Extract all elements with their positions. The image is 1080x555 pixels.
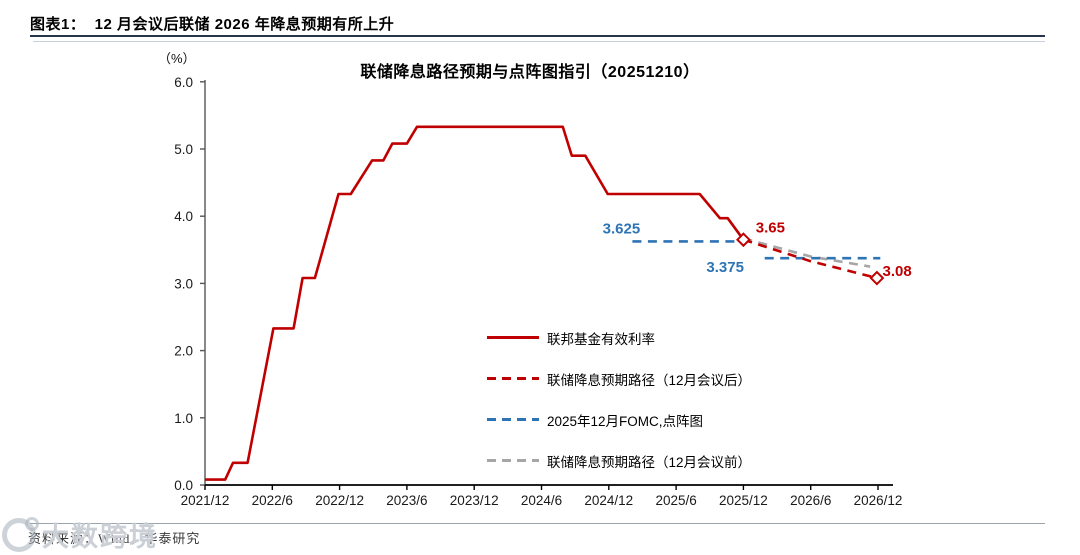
axes: 0.0 1.0 2.0 3.0 4.0 5.0 6.0 2021/12 2022/6 2022/1… [174, 75, 902, 508]
data-label-3.625: 3.625 [603, 220, 641, 237]
x-tick-label: 2022/6 [252, 493, 293, 508]
footer-divider [30, 523, 1045, 524]
legend-item-path-after-meeting: 联储降息预期路径（12月会议后） [487, 370, 752, 388]
header-divider-thick [30, 35, 1045, 37]
source-attribution: 资料来源：Wind，华泰研究 [28, 531, 201, 546]
y-axis-unit-label: （%） [158, 51, 196, 66]
y-tick-label: 5.0 [174, 142, 193, 157]
chart-legend: 联邦基金有效利率 联储降息预期路径（12月会议后） 2025年12月FOMC,点… [487, 329, 751, 493]
x-tick-label: 2026/6 [790, 493, 831, 508]
legend-label: 2025年12月FOMC,点阵图 [547, 413, 704, 429]
legend-line-dashed-blue [487, 418, 539, 421]
x-tick-label: 2022/12 [315, 493, 364, 508]
x-tick-label: 2024/6 [521, 493, 562, 508]
y-tick-label: 6.0 [174, 75, 193, 90]
x-tick-label: 2023/12 [450, 493, 499, 508]
chart-title: 联储降息路径预期与点阵图指引（20251210） [360, 64, 700, 81]
legend-label: 联邦基金有效利率 [547, 331, 655, 347]
x-tick-label: 2021/12 [181, 493, 230, 508]
x-tick-label: 2026/12 [854, 493, 903, 508]
legend-label: 联储降息预期路径（12月会议后） [547, 372, 752, 388]
y-tick-label: 1.0 [174, 411, 193, 426]
data-label-3.65: 3.65 [756, 220, 785, 237]
y-tick-label: 2.0 [174, 344, 193, 359]
legend-line-dashed-red [487, 377, 539, 380]
data-label-3.375: 3.375 [706, 259, 744, 276]
diamond-marker [736, 232, 751, 248]
series-line-0 [205, 125, 745, 481]
x-tick-label: 2025/12 [719, 493, 768, 508]
x-tick-label: 2023/6 [386, 493, 427, 508]
y-tick-label: 4.0 [174, 209, 193, 224]
legend-item-path-before-meeting: 联储降息预期路径（12月会议前） [487, 452, 752, 470]
x-tick-label: 2025/6 [655, 493, 696, 508]
series-line-1 [743, 238, 878, 280]
series-line-2 [632, 240, 881, 260]
y-tick-label: 0.0 [174, 478, 193, 493]
figure-header-title: 图表1： 12 月会议后联储 2026 年降息预期有所上升 [30, 16, 395, 33]
legend-item-fomc-dot-plot: 2025年12月FOMC,点阵图 [487, 411, 751, 429]
x-tick-label: 2024/12 [584, 493, 633, 508]
diamond-marker [869, 270, 885, 286]
data-label-3.08: 3.08 [883, 263, 912, 280]
legend-item-effective-rate: 联邦基金有效利率 [487, 329, 751, 347]
header-divider-thin [33, 41, 1045, 42]
series-line-3 [743, 237, 871, 268]
legend-label: 联储降息预期路径（12月会议前） [547, 454, 752, 470]
legend-line-solid-red [487, 336, 539, 339]
legend-line-dashed-gray [487, 459, 539, 462]
y-tick-label: 3.0 [174, 276, 193, 291]
